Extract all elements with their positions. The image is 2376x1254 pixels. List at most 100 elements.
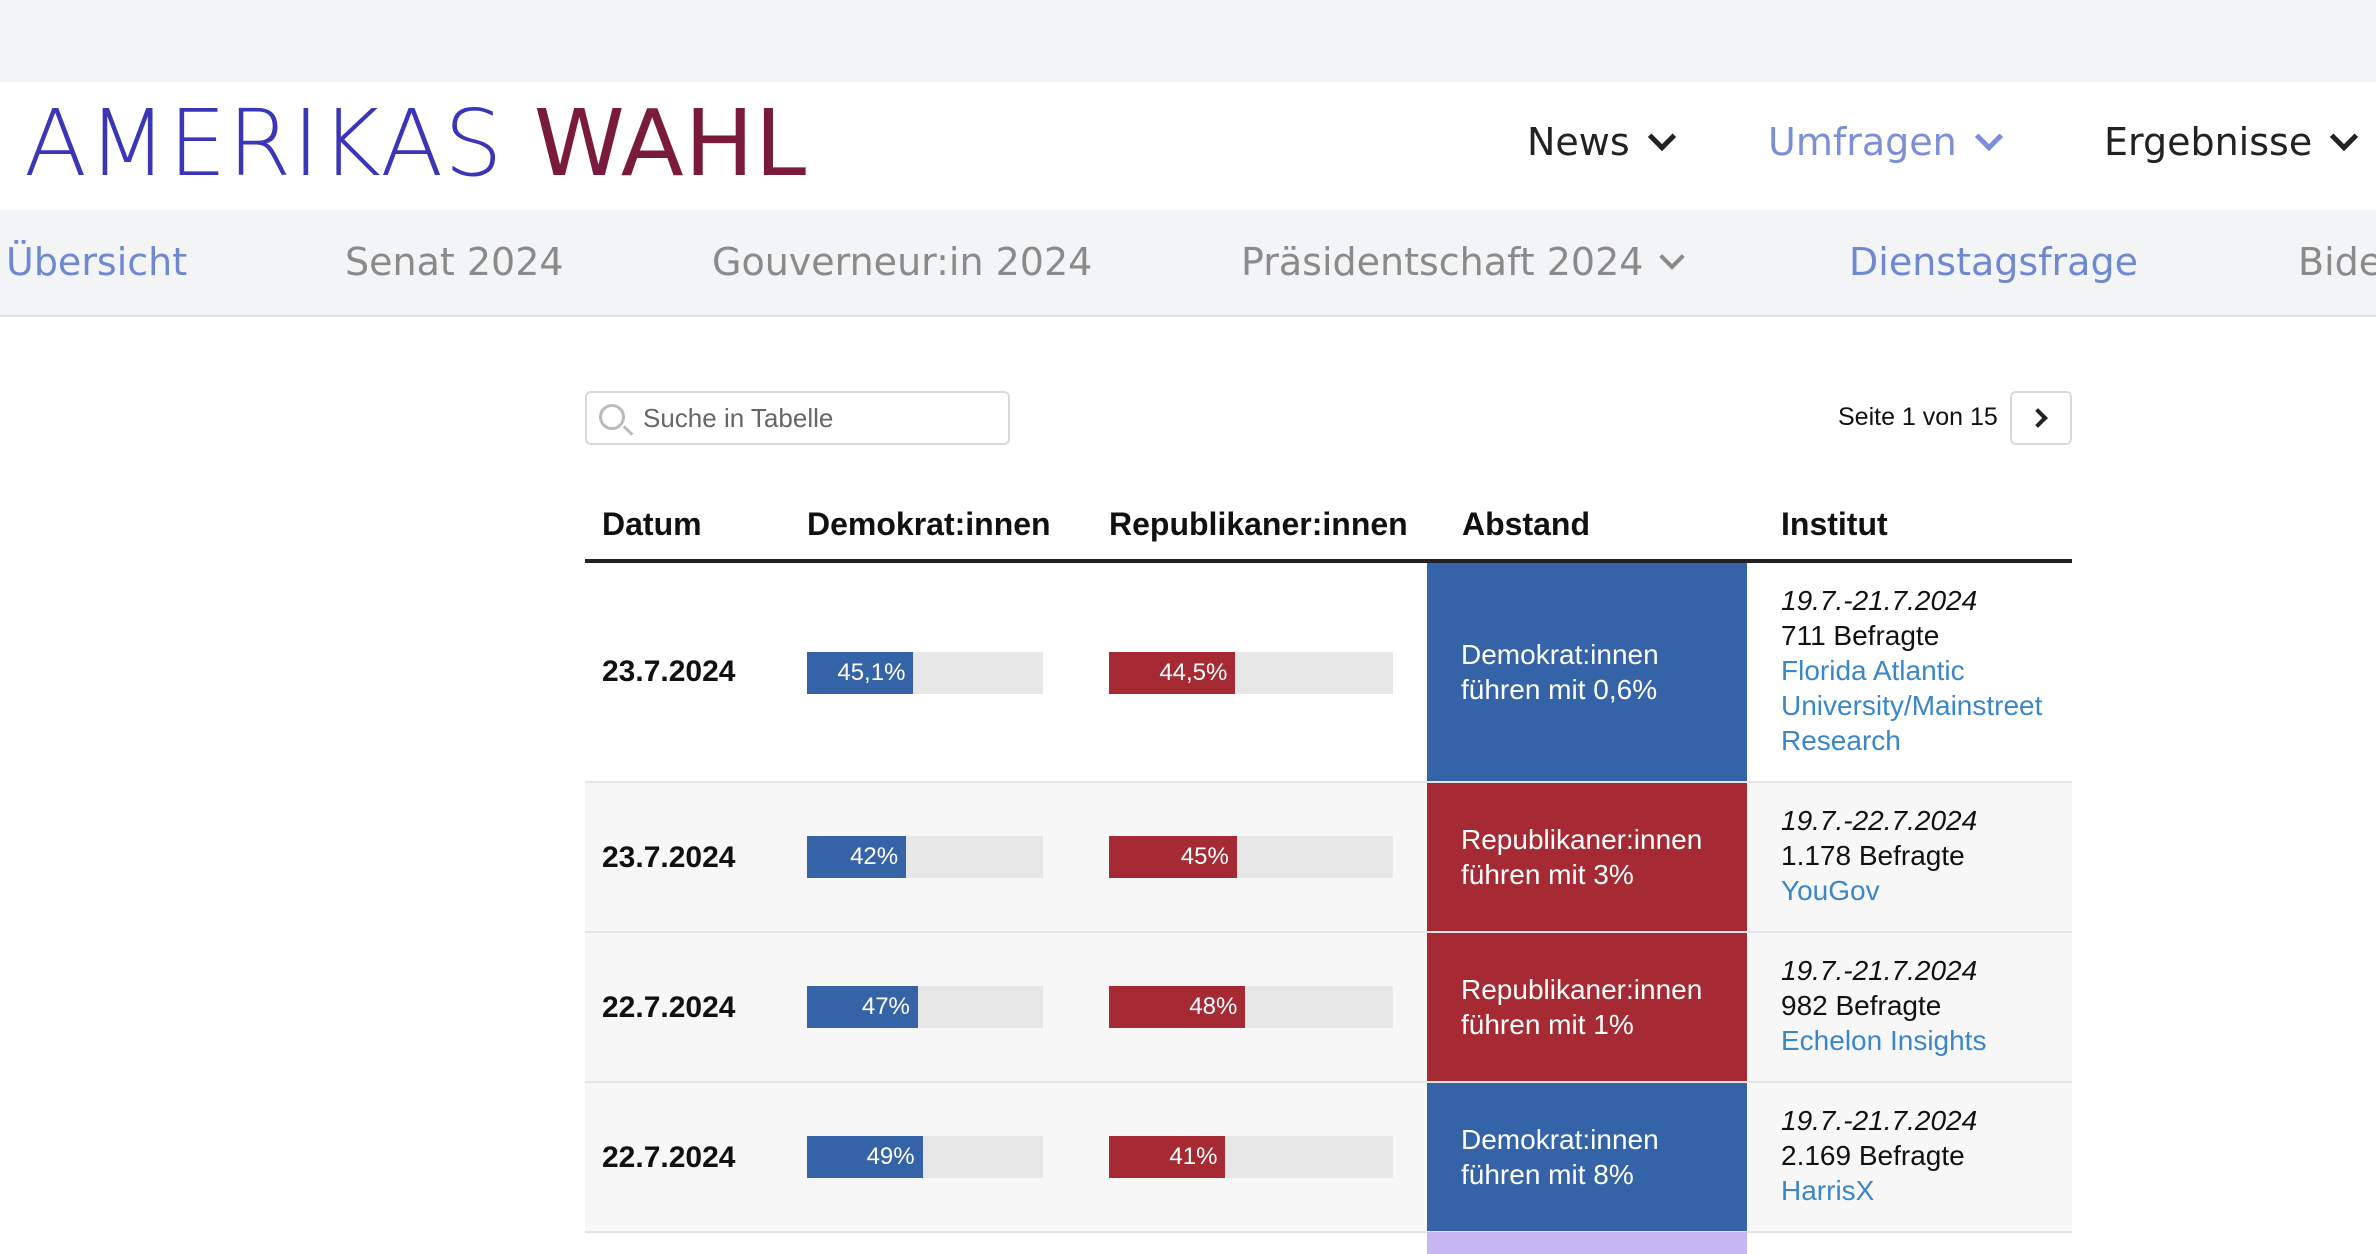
row-date: 23.7.2024 — [602, 841, 736, 874]
sample-size: 982 Befragte — [1781, 990, 1942, 1021]
source-link[interactable]: YouGov — [1781, 873, 1977, 908]
dem-bar-fill: 47% — [807, 986, 918, 1028]
rep-value-label: 48% — [1189, 993, 1238, 1020]
logo-part-1: AMERIKAS — [24, 90, 504, 197]
dem-bar-fill: 49% — [807, 1136, 923, 1178]
chevron-down-icon — [2330, 122, 2359, 152]
chevron-right-icon — [2028, 408, 2048, 428]
dem-bar: 45,1% — [807, 652, 1043, 694]
gap-line-2: führen mit 1% — [1461, 1009, 1634, 1040]
header-abstand: Abstand — [1462, 506, 1590, 542]
gap-cell: Republikaner:innen führen mit 1% — [1427, 933, 1747, 1081]
header-republikaner: Republikaner:innen — [1109, 506, 1408, 542]
source-link[interactable]: Florida Atlantic University/Mainstreet R… — [1781, 653, 2042, 758]
sub-nav: Übersicht Senat 2024 Gouverneur:in 2024 … — [0, 210, 2376, 317]
row-date: 22.7.2024 — [602, 1141, 736, 1174]
sample-size: 2.169 Befragte — [1781, 1140, 1965, 1171]
sample-size: 1.178 Befragte — [1781, 840, 1965, 871]
table-row: 22.7.2024 49% 41% Demokrat:innen führen … — [585, 1083, 2072, 1233]
rep-value-label: 41% — [1169, 1143, 1218, 1170]
dem-bar: 47% — [807, 986, 1043, 1028]
institute-cell: 19.7.-22.7.2024 1.178 Befragte YouGov — [1781, 803, 1977, 908]
dem-bar: 49% — [807, 1136, 1043, 1178]
gap-line-1: Demokrat:innen — [1461, 639, 1659, 670]
source-link-line: HarrisX — [1781, 1175, 1875, 1206]
source-link-line: Research — [1781, 725, 1901, 756]
subnav-gouverneur-label: Gouverneur:in 2024 — [712, 240, 1093, 284]
source-link-line: Florida Atlantic — [1781, 655, 1965, 686]
gap-text: Demokrat:innen führen mit 8% — [1461, 1122, 1659, 1192]
row-date: 22.7.2024 — [602, 991, 736, 1024]
dem-value-label: 45,1% — [837, 659, 906, 686]
subnav-dienstagsfrage-label: Dienstagsfrage — [1849, 240, 2138, 284]
subnav-senat-label: Senat 2024 — [345, 240, 564, 284]
rep-bar: 41% — [1109, 1136, 1393, 1178]
source-link-line: Echelon Insights — [1781, 1025, 1987, 1056]
subnav-praesidentschaft-label: Präsidentschaft 2024 — [1241, 240, 1644, 284]
logo-part-2: WAHL — [533, 90, 808, 197]
search-input[interactable] — [643, 393, 1003, 443]
gap-cell: Demokrat:innen führen mit 8% — [1427, 1083, 1747, 1231]
nav-umfragen[interactable]: Umfragen — [1768, 120, 2003, 164]
rep-bar-fill: 45% — [1109, 836, 1237, 878]
site-logo[interactable]: AMERIKAS WAHL — [24, 98, 807, 190]
row-date: 23.7.2024 — [602, 655, 736, 688]
gap-line-1: Republikaner:innen — [1461, 824, 1703, 855]
field-period: 19.7.-21.7.2024 — [1781, 1105, 1978, 1136]
institute-cell: 19.7.-21.7.2024 711 Befragte Florida Atl… — [1781, 583, 2042, 758]
source-link-line: University/Mainstreet — [1781, 690, 2043, 721]
header-datum: Datum — [602, 506, 702, 542]
search-icon — [599, 404, 625, 430]
table-row: 23.7.2024 42% 45% Republikaner:innen füh… — [585, 783, 2072, 933]
field-period: 19.7.-22.7.2024 — [1781, 805, 1978, 836]
dem-bar: 42% — [807, 836, 1043, 878]
gap-line-2: führen mit 3% — [1461, 859, 1634, 890]
subnav-bide[interactable]: Bide — [2298, 240, 2376, 284]
subnav-uebersicht-label: Übersicht — [6, 240, 188, 284]
nav-umfragen-label: Umfragen — [1768, 120, 1957, 164]
subnav-praesidentschaft[interactable]: Präsidentschaft 2024 — [1241, 240, 1686, 284]
gap-line-2: führen mit 0,6% — [1461, 674, 1658, 705]
rep-bar-fill: 41% — [1109, 1136, 1226, 1178]
sample-size: 711 Befragte — [1781, 620, 1940, 651]
subnav-senat[interactable]: Senat 2024 — [345, 240, 564, 284]
rep-bar-fill: 44,5% — [1109, 652, 1236, 694]
nav-news-label: News — [1527, 120, 1630, 164]
browser-top-band — [0, 0, 2376, 82]
gap-text: Demokrat:innen führen mit 0,6% — [1461, 637, 1659, 707]
dem-value-label: 49% — [866, 1143, 915, 1170]
gap-text: Republikaner:innen führen mit 1% — [1461, 972, 1702, 1042]
rep-value-label: 45% — [1180, 843, 1229, 870]
main-nav: News Umfragen Ergebnisse — [0, 120, 2376, 180]
dem-bar-fill: 42% — [807, 836, 907, 878]
subnav-gouverneur[interactable]: Gouverneur:in 2024 — [712, 240, 1092, 284]
gap-cell: Republikaner:innen führen mit 3% — [1427, 783, 1747, 931]
header-institut: Institut — [1781, 506, 1888, 542]
gap-cell: Demokrat:innen führen mit 0,6% — [1427, 563, 1747, 781]
source-link[interactable]: Echelon Insights — [1781, 1023, 1986, 1058]
nav-ergebnisse[interactable]: Ergebnisse — [2104, 120, 2359, 164]
next-page-button[interactable] — [2010, 391, 2072, 445]
rep-bar-fill: 48% — [1109, 986, 1246, 1028]
source-link-line: YouGov — [1781, 875, 1880, 906]
dem-bar-fill: 45,1% — [807, 652, 914, 694]
dem-value-label: 47% — [861, 993, 910, 1020]
chevron-down-icon — [1974, 122, 2003, 152]
gap-line-2: führen mit 8% — [1461, 1159, 1634, 1190]
chevron-down-icon — [1659, 244, 1686, 270]
table-row: 22.7.2024 47% 48% Republikaner:innen füh… — [585, 933, 2072, 1083]
header-demokraten: Demokrat:innen — [807, 506, 1051, 542]
source-link[interactable]: HarrisX — [1781, 1173, 1977, 1208]
subnav-bide-label: Bide — [2298, 240, 2376, 284]
subnav-dienstagsfrage[interactable]: Dienstagsfrage — [1849, 240, 2138, 284]
dem-value-label: 42% — [850, 843, 899, 870]
site-header: AMERIKAS WAHL News Umfragen Ergebnisse — [0, 82, 2376, 210]
field-period: 19.7.-21.7.2024 — [1781, 955, 1978, 986]
subnav-uebersicht[interactable]: Übersicht — [6, 240, 187, 284]
rep-value-label: 44,5% — [1159, 659, 1228, 686]
institute-cell: 19.7.-21.7.2024 2.169 Befragte HarrisX — [1781, 1103, 1977, 1208]
nav-ergebnisse-label: Ergebnisse — [2104, 120, 2313, 164]
nav-news[interactable]: News — [1527, 120, 1676, 164]
rep-bar: 48% — [1109, 986, 1393, 1028]
institute-cell: 19.7.-21.7.2024 982 Befragte Echelon Ins… — [1781, 953, 1986, 1058]
